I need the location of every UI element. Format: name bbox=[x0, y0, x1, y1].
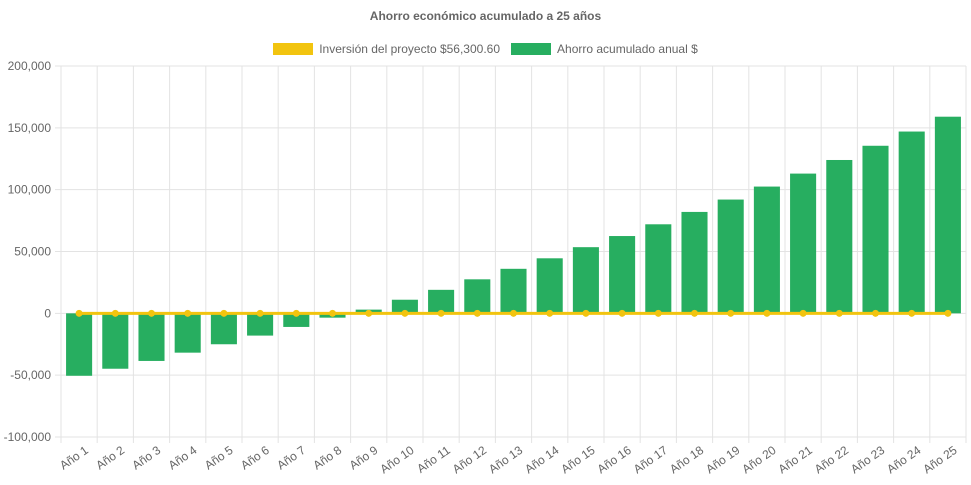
savings-bar bbox=[645, 224, 672, 314]
savings-bar bbox=[210, 313, 237, 345]
investment-point bbox=[799, 309, 807, 317]
x-tick-label: Año 6 bbox=[238, 443, 272, 473]
x-tick-label: Año 7 bbox=[274, 443, 308, 473]
x-tick-label: Año 23 bbox=[848, 443, 887, 476]
savings-bar bbox=[428, 289, 455, 314]
investment-point bbox=[184, 309, 192, 317]
investment-point bbox=[256, 309, 264, 317]
savings-bar bbox=[681, 211, 708, 314]
legend-label-savings: Ahorro acumulado anual $ bbox=[557, 42, 698, 56]
x-tick-label: Año 9 bbox=[347, 443, 381, 473]
investment-point bbox=[111, 309, 119, 317]
y-tick-label: 0 bbox=[44, 306, 51, 320]
x-tick-label: Año 11 bbox=[414, 443, 453, 476]
chart-title: Ahorro económico acumulado a 25 años bbox=[369, 9, 602, 23]
investment-point bbox=[908, 309, 916, 317]
investment-point bbox=[365, 309, 373, 317]
savings-bar bbox=[790, 173, 817, 314]
savings-bar bbox=[934, 116, 961, 314]
savings-bar bbox=[391, 299, 418, 314]
legend-item-investment[interactable]: Inversión del proyecto $56,300.60 bbox=[273, 42, 500, 56]
y-tick-label: 150,000 bbox=[8, 121, 52, 135]
savings-bar bbox=[717, 199, 744, 314]
x-tick-label: Año 22 bbox=[812, 443, 851, 476]
x-tick-label: Año 16 bbox=[595, 443, 634, 476]
y-tick-label: 100,000 bbox=[8, 183, 52, 197]
savings-bar bbox=[247, 313, 274, 336]
x-tick-label: Año 24 bbox=[884, 443, 923, 476]
investment-point bbox=[618, 309, 626, 317]
savings-bar bbox=[174, 313, 201, 353]
x-tick-label: Año 1 bbox=[57, 443, 91, 473]
y-tick-label: -50,000 bbox=[10, 368, 51, 382]
investment-point bbox=[582, 309, 590, 317]
investment-point bbox=[763, 309, 771, 317]
investment-point bbox=[220, 309, 228, 317]
investment-point bbox=[401, 309, 409, 317]
savings-bar bbox=[898, 131, 925, 314]
investment-point bbox=[835, 309, 843, 317]
investment-point bbox=[654, 309, 662, 317]
savings-bar bbox=[572, 247, 599, 314]
y-tick-label: 50,000 bbox=[14, 245, 51, 259]
x-tick-label: Año 12 bbox=[450, 443, 489, 476]
savings-bar bbox=[500, 268, 527, 314]
x-tick-label: Año 14 bbox=[522, 443, 561, 476]
x-tick-label: Año 25 bbox=[920, 443, 959, 476]
y-tick-label: 200,000 bbox=[8, 59, 52, 73]
investment-point bbox=[546, 309, 554, 317]
savings-bar bbox=[753, 186, 780, 314]
y-tick-label: -100,000 bbox=[4, 430, 52, 444]
investment-point bbox=[872, 309, 879, 317]
investment-point bbox=[473, 309, 481, 317]
legend-swatch-investment bbox=[273, 43, 314, 55]
investment-point bbox=[437, 309, 445, 317]
savings-bar bbox=[536, 258, 563, 314]
legend-label-investment: Inversión del proyecto $56,300.60 bbox=[319, 42, 501, 56]
savings-bar bbox=[609, 236, 636, 314]
x-tick-label: Año 8 bbox=[311, 443, 345, 473]
investment-point bbox=[727, 309, 735, 317]
investment-point bbox=[510, 309, 517, 317]
savings-bar bbox=[66, 313, 93, 376]
investment-point bbox=[691, 309, 698, 317]
x-tick-label: Año 21 bbox=[776, 443, 815, 476]
investment-point bbox=[292, 309, 300, 317]
investment-point bbox=[148, 309, 155, 317]
savings-bar bbox=[102, 313, 129, 369]
savings-bar bbox=[283, 313, 310, 327]
x-tick-label: Año 5 bbox=[202, 443, 236, 473]
savings-bar bbox=[862, 145, 889, 314]
x-tick-label: Año 15 bbox=[558, 443, 597, 476]
investment-point bbox=[944, 309, 952, 317]
x-tick-label: Año 10 bbox=[377, 443, 416, 476]
savings-bar bbox=[826, 159, 853, 314]
x-tick-label: Año 4 bbox=[166, 443, 200, 473]
chart-legend: Inversión del proyecto $56,300.60 Ahorro… bbox=[0, 42, 971, 56]
x-tick-label: Año 13 bbox=[486, 443, 525, 476]
investment-point bbox=[329, 309, 336, 317]
legend-swatch-savings bbox=[511, 43, 552, 55]
x-tick-label: Año 2 bbox=[93, 443, 127, 473]
x-tick-label: Año 3 bbox=[130, 443, 164, 473]
x-tick-label: Año 17 bbox=[631, 443, 670, 476]
legend-item-savings[interactable]: Ahorro acumulado anual $ bbox=[511, 42, 698, 56]
x-tick-label: Año 20 bbox=[739, 443, 778, 476]
savings-bar bbox=[138, 313, 165, 361]
savings-bar bbox=[464, 279, 491, 314]
investment-point bbox=[75, 309, 83, 317]
x-tick-label: Año 18 bbox=[667, 443, 706, 476]
x-tick-label: Año 19 bbox=[703, 443, 742, 476]
